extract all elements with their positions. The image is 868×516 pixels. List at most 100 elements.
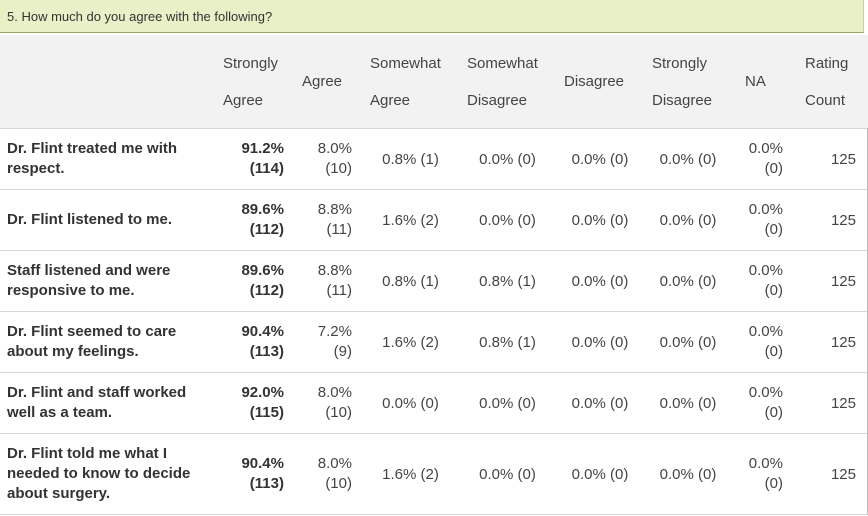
header-strongly-disagree: Strongly Disagree: [644, 35, 732, 129]
na-cell-text: (0): [764, 282, 783, 299]
strongly-agree-cell: 91.2% (114): [215, 128, 294, 190]
agree-cell-text: 8.0%: [317, 455, 352, 472]
somewhat-agree-cell-text: 0.8% (1): [382, 150, 439, 168]
question-cell: Staff listened and were responsive to me…: [0, 250, 215, 312]
strongly-agree-cell: 89.6% (112): [215, 250, 294, 312]
agree-cell-text: 8.0%: [317, 140, 352, 157]
rating-count-cell: 125: [791, 372, 868, 434]
na-cell: 0.0% (0): [732, 372, 791, 434]
agree-cell: 8.0% (10): [294, 372, 362, 434]
strongly-agree-cell-text: (114): [249, 160, 284, 177]
disagree-cell: 0.0% (0): [556, 433, 644, 515]
na-cell-text: 0.0%: [748, 201, 783, 218]
question-cell: Dr. Flint told me what I needed to know …: [0, 433, 215, 515]
strongly-disagree-cell-text: 0.0% (0): [659, 211, 717, 229]
disagree-cell: 0.0% (0): [556, 128, 644, 190]
somewhat-disagree-cell: 0.0% (0): [459, 372, 556, 434]
strongly-agree-cell-text: (112): [249, 221, 284, 238]
rating-count-cell-text: 125: [830, 465, 856, 483]
strongly-agree-cell-text: 89.6%: [241, 262, 284, 279]
disagree-cell-text: 0.0% (0): [571, 465, 629, 483]
na-cell: 0.0% (0): [732, 250, 791, 312]
table-row: Dr. Flint listened to me. 89.6% (112) 8.8% (…: [0, 189, 868, 251]
rating-count-cell: 125: [791, 250, 868, 312]
agree-cell: 8.0% (10): [294, 128, 362, 190]
header-disagree: Disagree: [556, 35, 644, 129]
strongly-disagree-cell: 0.0% (0): [644, 372, 732, 434]
strongly-agree-cell: 90.4% (113): [215, 433, 294, 515]
somewhat-disagree-cell-text: 0.0% (0): [479, 150, 536, 168]
disagree-cell-text: 0.0% (0): [571, 211, 629, 229]
header-agree: Agree: [294, 35, 362, 129]
disagree-cell-text: 0.0% (0): [571, 272, 629, 290]
na-cell-text: (0): [764, 475, 783, 492]
strongly-disagree-cell: 0.0% (0): [644, 250, 732, 312]
header-row: Strongly Agree Agree Somewhat Agree Some…: [0, 35, 868, 129]
strongly-disagree-cell: 0.0% (0): [644, 128, 732, 190]
table-row: Staff listened and were responsive to me…: [0, 250, 868, 312]
na-cell-text: 0.0%: [748, 262, 783, 279]
na-cell-text: (0): [764, 404, 783, 421]
somewhat-disagree-cell-text: 0.0% (0): [479, 465, 536, 483]
table-row: Dr. Flint told me what I needed to know …: [0, 433, 868, 515]
question-cell-text: Dr. Flint listened to me.: [7, 211, 173, 228]
agree-cell-text: 8.8%: [317, 262, 352, 279]
agree-cell: 8.0% (10): [294, 433, 362, 515]
rating-count-cell-text: 125: [830, 394, 856, 412]
somewhat-disagree-cell-text: 0.8% (1): [479, 272, 536, 290]
strongly-agree-cell-text: (113): [249, 343, 284, 360]
agree-cell-text: (9): [333, 343, 352, 360]
somewhat-disagree-cell-text: 0.0% (0): [479, 211, 536, 229]
somewhat-disagree-cell: 0.8% (1): [459, 311, 556, 373]
somewhat-agree-cell-text: 1.6% (2): [382, 465, 439, 483]
disagree-cell-text: 0.0% (0): [571, 394, 629, 412]
disagree-cell: 0.0% (0): [556, 250, 644, 312]
strongly-disagree-cell-text: 0.0% (0): [659, 150, 717, 168]
agree-cell-text: 8.8%: [317, 201, 352, 218]
strongly-disagree-cell: 0.0% (0): [644, 189, 732, 251]
somewhat-disagree-cell: 0.0% (0): [459, 128, 556, 190]
rating-count-cell-text: 125: [830, 272, 856, 290]
somewhat-agree-cell: 1.6% (2): [362, 311, 459, 373]
agree-cell-text: (10): [325, 475, 352, 492]
table-row: Dr. Flint treated me with respect. 91.2% (…: [0, 128, 868, 190]
somewhat-disagree-cell-text: 0.8% (1): [479, 333, 536, 351]
question-cell-text: Dr. Flint seemed to care about my feelin…: [7, 323, 177, 360]
header-na: NA: [732, 35, 791, 129]
header-somewhat-disagree: Somewhat Disagree: [459, 35, 556, 129]
strongly-agree-cell-text: 91.2%: [241, 140, 284, 157]
na-cell: 0.0% (0): [732, 189, 791, 251]
somewhat-agree-cell-text: 0.8% (1): [382, 272, 439, 290]
agree-cell-text: (11): [326, 282, 352, 299]
question-cell-text: Dr. Flint treated me with respect.: [7, 140, 178, 177]
rating-count-cell: 125: [791, 128, 868, 190]
disagree-cell-text: 0.0% (0): [571, 150, 629, 168]
header-rating-count: Rating Count: [791, 35, 868, 129]
strongly-agree-cell-text: 90.4%: [241, 323, 284, 340]
header-strongly-agree: Strongly Agree: [215, 35, 294, 129]
question-title: 5. How much do you agree with the follow…: [0, 0, 864, 33]
results-table: Strongly Agree Agree Somewhat Agree Some…: [0, 35, 868, 515]
question-cell-text: Dr. Flint told me what I needed to know …: [7, 445, 191, 502]
somewhat-agree-cell: 0.8% (1): [362, 128, 459, 190]
somewhat-disagree-cell-text: 0.0% (0): [479, 394, 536, 412]
na-cell-text: (0): [764, 343, 783, 360]
strongly-agree-cell-text: (112): [249, 282, 284, 299]
somewhat-disagree-cell: 0.0% (0): [459, 189, 556, 251]
disagree-cell: 0.0% (0): [556, 311, 644, 373]
question-cell: Dr. Flint treated me with respect.: [0, 128, 215, 190]
strongly-disagree-cell: 0.0% (0): [644, 433, 732, 515]
agree-cell-text: (10): [325, 160, 352, 177]
disagree-cell: 0.0% (0): [556, 372, 644, 434]
na-cell-text: (0): [764, 221, 783, 238]
somewhat-agree-cell-text: 0.0% (0): [382, 394, 439, 412]
strongly-disagree-cell-text: 0.0% (0): [659, 394, 717, 412]
question-cell-text: Staff listened and were responsive to me…: [7, 262, 171, 299]
na-cell-text: 0.0%: [748, 323, 783, 340]
strongly-agree-cell-text: (115): [249, 404, 284, 421]
rating-count-cell-text: 125: [830, 150, 856, 168]
na-cell: 0.0% (0): [732, 128, 791, 190]
somewhat-agree-cell: 0.0% (0): [362, 372, 459, 434]
strongly-disagree-cell-text: 0.0% (0): [659, 465, 717, 483]
